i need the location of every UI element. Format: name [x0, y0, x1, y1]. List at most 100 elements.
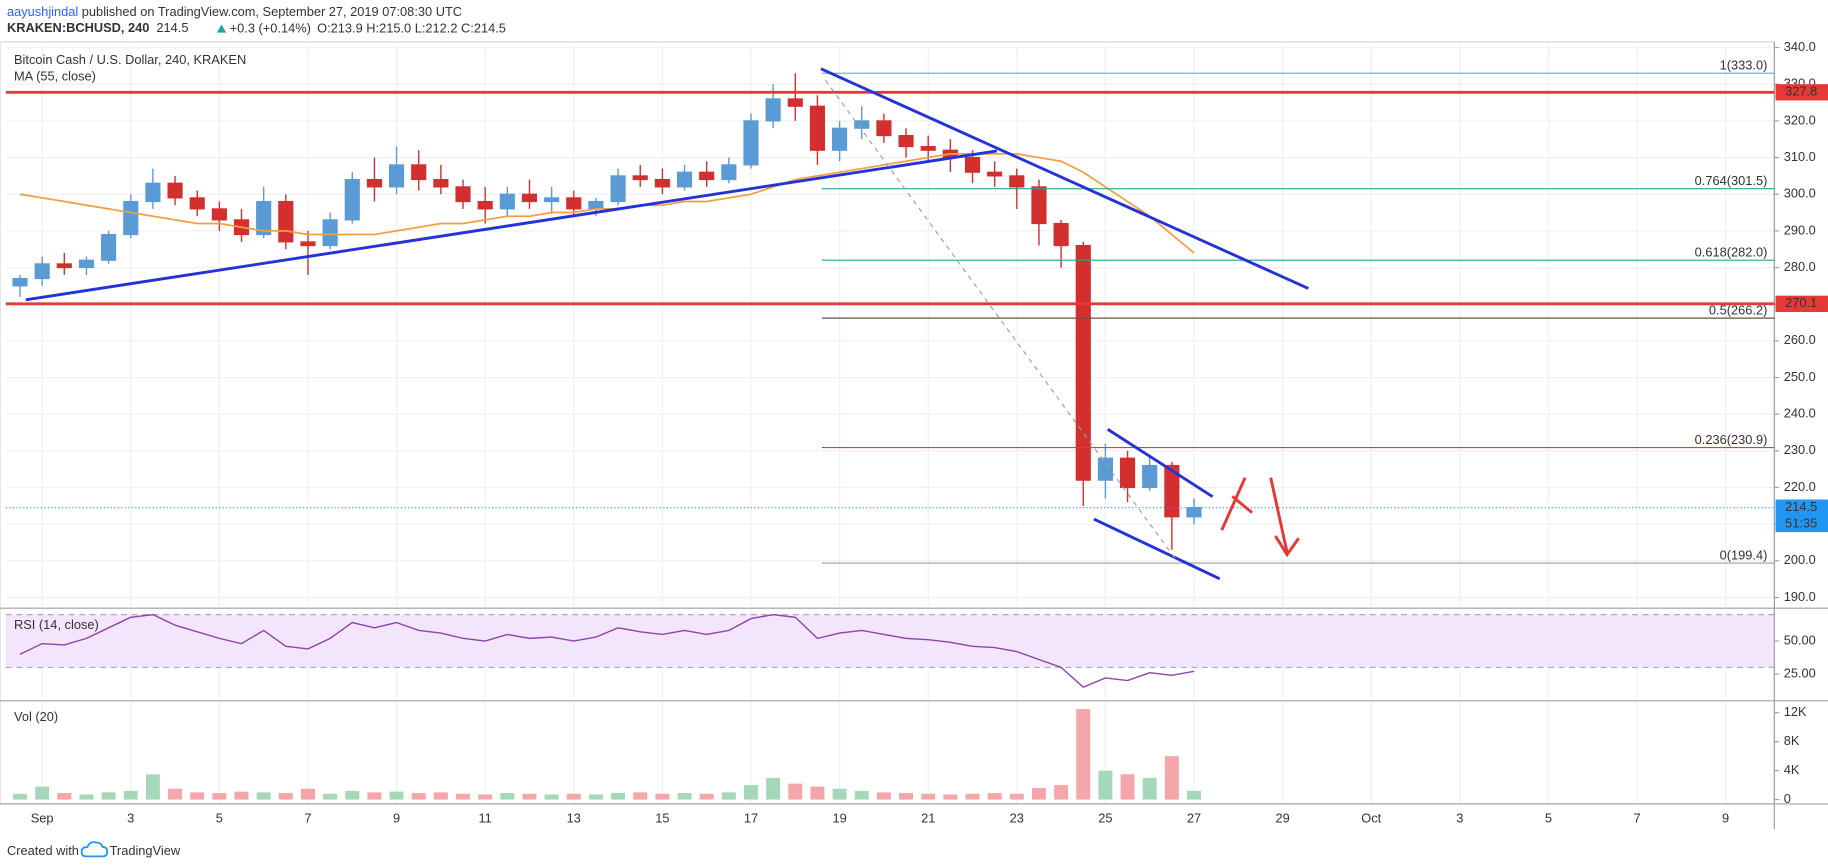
published: published on TradingView.com, September …	[82, 4, 462, 19]
volume-bar	[13, 793, 28, 800]
x-tick-label: 23	[1010, 810, 1024, 825]
volume-bar	[190, 792, 205, 800]
candle-body	[566, 197, 582, 210]
volume-bar	[478, 794, 493, 800]
candle-body	[832, 127, 848, 151]
volume-bar	[766, 777, 781, 800]
volume-bar	[35, 786, 50, 800]
candle-body	[256, 200, 272, 236]
y-tick-label: 12K	[1784, 704, 1807, 719]
fib-label: 0.236(230.9)	[1695, 432, 1768, 447]
volume-bar	[987, 793, 1002, 800]
last-price-tag	[1775, 499, 1828, 533]
volume-bar	[588, 794, 603, 800]
volume-bar	[57, 793, 72, 800]
volume-bar	[810, 786, 825, 800]
x-tick-label: 27	[1187, 810, 1201, 825]
level-label: 270.1	[1785, 295, 1817, 310]
candle-body	[1097, 457, 1113, 481]
x-tick-label: 11	[479, 810, 492, 825]
level-tag	[1775, 84, 1828, 101]
candle-body	[765, 98, 781, 122]
candle-body	[521, 193, 538, 203]
candle-body	[123, 200, 139, 236]
volume-bar	[943, 794, 958, 800]
ma-legend: MA (55, close)	[14, 68, 96, 83]
volume-bar	[145, 774, 160, 800]
x-tick-label: Oct	[1361, 810, 1381, 825]
candle-body	[721, 164, 737, 181]
x-tick-label: 17	[744, 810, 758, 825]
volume-bar	[101, 792, 116, 800]
volume-bar	[965, 793, 980, 800]
x-tick-label: 15	[655, 810, 669, 825]
candle-body	[499, 193, 515, 210]
volume-bar	[544, 794, 559, 800]
candle-body	[787, 98, 803, 107]
x-tick-label: 7	[304, 810, 311, 825]
x-tick-label: 19	[832, 810, 846, 825]
candle-body	[1031, 186, 1047, 225]
candle-body	[322, 219, 338, 247]
x-tick-label: 5	[1545, 810, 1552, 825]
trendline	[1106, 427, 1214, 498]
candle-body	[167, 182, 183, 199]
volume-bar	[1009, 793, 1024, 800]
y-tick-label: 290.0	[1784, 222, 1816, 237]
y-tick-label: 340.0	[1784, 39, 1816, 54]
last: 214.5	[156, 21, 188, 36]
candle-body	[987, 171, 1003, 177]
x-tick-label: 9	[1722, 810, 1729, 825]
chart-title: Bitcoin Cash / U.S. Dollar, 240, KRAKEN	[14, 52, 246, 67]
volume-bar	[633, 792, 648, 800]
last-price-label: 214.5	[1785, 499, 1817, 514]
trendline	[1093, 517, 1221, 581]
volume-bar	[876, 792, 891, 800]
volume-bar	[123, 790, 138, 800]
candle-body	[610, 175, 626, 203]
y-tick-label: 320.0	[1784, 112, 1816, 127]
candle-body	[477, 200, 493, 210]
x-tick-label: 9	[393, 810, 400, 825]
grid	[5, 44, 1775, 804]
volume-bar	[566, 793, 581, 800]
volume-bar	[721, 792, 736, 800]
volume-bar	[79, 794, 94, 800]
fib-label: 0.764(301.5)	[1695, 173, 1768, 188]
x-tick-label: 3	[127, 810, 134, 825]
y-tick-label: 250.0	[1784, 369, 1816, 384]
volume-bar	[1031, 787, 1046, 800]
candle-body	[898, 134, 914, 148]
candle-body	[654, 178, 670, 188]
candle-body	[964, 156, 981, 173]
volume-bar	[921, 793, 936, 800]
trendline	[820, 67, 1309, 290]
candle-body	[1119, 457, 1136, 489]
volume-bar	[300, 788, 315, 800]
y-tick-label: 200.0	[1784, 552, 1816, 567]
volume-bar	[611, 793, 626, 800]
fib-label: 0.5(266.2)	[1709, 303, 1767, 318]
candle-body	[12, 277, 28, 287]
candle-body	[344, 178, 360, 221]
candle-body	[1186, 507, 1202, 518]
author: aayushjindal	[7, 4, 78, 19]
candle-body	[101, 233, 117, 261]
fib-label: 1(333.0)	[1720, 58, 1768, 73]
volume-bar	[500, 793, 515, 800]
volume-bar	[899, 793, 914, 800]
candle-body	[278, 200, 294, 243]
candle-body	[809, 105, 826, 151]
volume-bar	[832, 788, 847, 800]
header-line: aayushjindal published on TradingView.co…	[7, 4, 462, 19]
x-tick-label: 7	[1633, 810, 1640, 825]
rsi-legend: RSI (14, close)	[14, 617, 99, 632]
brand-logo	[80, 841, 109, 858]
y-tick-label: 300.0	[1784, 186, 1816, 201]
moving-average	[19, 153, 1195, 254]
candle-body	[56, 263, 72, 269]
candle-body	[455, 186, 471, 203]
footer-created: Created with	[7, 843, 79, 858]
volume-bar	[234, 791, 249, 800]
